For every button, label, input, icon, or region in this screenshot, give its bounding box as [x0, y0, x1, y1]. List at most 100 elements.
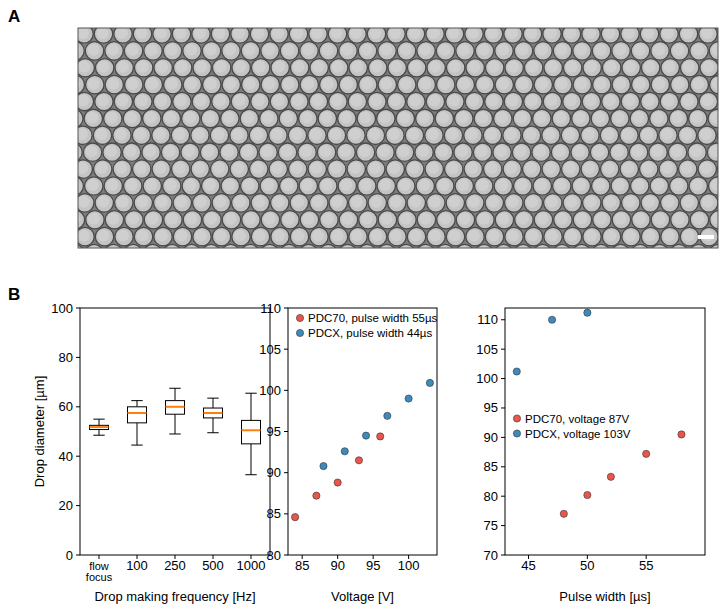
drop-highlight: [526, 28, 538, 39]
drop: [95, 227, 113, 245]
drop-highlight: [652, 179, 664, 191]
drop: [95, 59, 113, 77]
drop: [290, 59, 308, 77]
drop: [494, 244, 512, 248]
drop: [670, 244, 688, 248]
drop: [602, 194, 620, 212]
drop-highlight: [125, 111, 137, 123]
drop-highlight: [134, 128, 146, 140]
drop: [288, 126, 306, 144]
drop: [143, 244, 161, 248]
drop-highlight: [371, 230, 383, 242]
drop: [200, 143, 218, 161]
drop: [688, 143, 706, 161]
whisker-low-cap: [169, 433, 180, 434]
drop-highlight: [292, 28, 304, 39]
drop: [415, 143, 433, 161]
drop: [407, 194, 425, 212]
drop: [368, 59, 386, 77]
drop-highlight: [487, 95, 499, 107]
drop-highlight: [291, 162, 303, 174]
drop-highlight: [487, 28, 499, 39]
drop-highlight: [127, 78, 139, 90]
drop-highlight: [487, 196, 499, 208]
drop: [281, 211, 299, 229]
drop-highlight: [78, 162, 88, 174]
y-tick: [76, 406, 80, 407]
drop: [222, 75, 240, 93]
drop: [144, 42, 162, 60]
drop-highlight: [595, 44, 607, 56]
drop: [708, 109, 718, 127]
drop-highlight: [624, 196, 636, 208]
drop: [639, 126, 657, 144]
drop-highlight: [78, 196, 90, 208]
drop-highlight: [205, 78, 217, 90]
drop: [78, 194, 94, 212]
drop: [124, 177, 142, 195]
drop: [483, 126, 501, 144]
median: [128, 412, 147, 414]
drop: [310, 194, 328, 212]
drop: [621, 28, 639, 43]
drop-highlight: [301, 179, 313, 191]
drop: [78, 109, 83, 127]
drop: [368, 194, 386, 212]
drop: [328, 160, 346, 178]
drop-highlight: [439, 78, 451, 90]
drop-highlight: [360, 179, 372, 191]
median: [90, 426, 109, 428]
drop: [203, 211, 221, 229]
drop-highlight: [613, 179, 625, 191]
drop: [690, 42, 708, 60]
drop-highlight: [359, 145, 371, 157]
drop-highlight: [604, 28, 616, 39]
drop: [592, 244, 610, 248]
drop: [710, 75, 718, 93]
drop-highlight: [593, 145, 605, 157]
drop-highlight: [312, 230, 324, 242]
legend-label: PDC70, pulse width 55µs: [308, 312, 438, 324]
drop: [602, 92, 620, 110]
drop-highlight: [311, 95, 323, 107]
drop-highlight: [427, 162, 439, 174]
whisker-high-cap: [93, 419, 104, 420]
drop-highlight: [407, 128, 419, 140]
drop-highlight: [329, 128, 341, 140]
drop-highlight: [712, 44, 718, 56]
drop-highlight: [350, 28, 362, 39]
y-tick: [284, 431, 288, 432]
drop: [387, 92, 405, 110]
drop-highlight: [448, 196, 460, 208]
drop-highlight: [166, 213, 178, 225]
drop: [416, 177, 434, 195]
drop: [143, 109, 161, 127]
drop-highlight: [712, 213, 718, 225]
drop: [339, 75, 357, 93]
plot-area: [291, 379, 433, 520]
legend-marker: [513, 430, 520, 437]
drop: [78, 227, 94, 245]
drop: [590, 143, 608, 161]
drop: [437, 75, 455, 93]
drop-highlight: [566, 61, 578, 73]
drop-highlight: [369, 162, 381, 174]
drop: [445, 28, 463, 43]
x-tick-label-line: 100: [126, 558, 148, 573]
legend-label: PDCX, voltage 103V: [525, 428, 631, 440]
drop-highlight: [361, 213, 373, 225]
drop: [563, 59, 581, 77]
drop: [230, 160, 248, 178]
drop: [562, 160, 580, 178]
drop-highlight: [575, 44, 587, 56]
drop: [95, 194, 113, 212]
drop-highlight: [700, 162, 712, 174]
point: [334, 479, 341, 486]
drop: [78, 160, 92, 178]
scale-bar: [698, 235, 714, 239]
drop: [300, 211, 318, 229]
drop: [86, 75, 104, 93]
drop: [347, 160, 365, 178]
drop-highlight: [244, 44, 256, 56]
drop-highlight: [643, 28, 655, 39]
